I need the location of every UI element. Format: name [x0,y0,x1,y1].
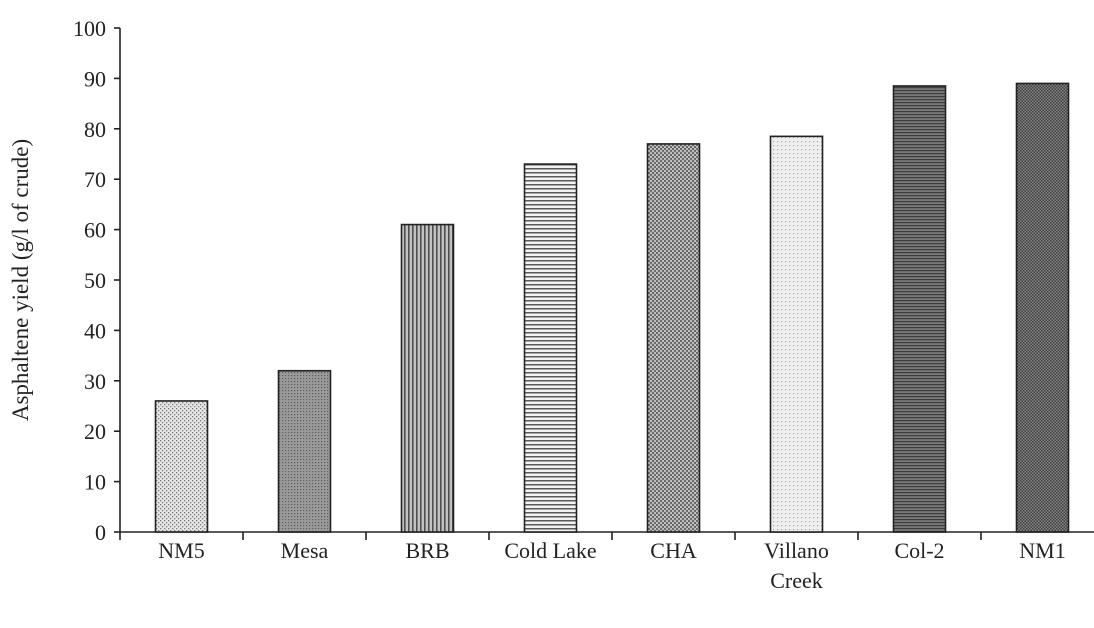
x-category-label: NM1 [1019,538,1065,563]
y-tick-label: 60 [84,218,106,243]
axes [119,28,1094,533]
y-tick-label: 40 [84,318,106,343]
x-category-label-line: Col-2 [894,538,944,563]
y-axis-title: Asphaltene yield (g/l of crude) [8,139,33,421]
x-category-label-line: CHA [650,538,697,563]
bar-col-2 [892,85,947,533]
category-labels: NM5 Mesa BRB Cold Lake CHA Villano Creek Col-2 N… [158,538,1065,593]
x-category-label-line: NM1 [1019,538,1065,563]
y-tick-label: 20 [84,419,106,444]
x-category-label: CHA [650,538,697,563]
y-tick-label: 70 [84,167,106,192]
x-category-label: BRB [405,538,449,563]
y-tick-label: 80 [84,117,106,142]
x-category-label-line: BRB [405,538,449,563]
bar-cold-lake [523,163,578,533]
y-tick-label: 0 [95,520,106,545]
x-category-label: Mesa [281,538,329,563]
y-tick-label: 50 [84,268,106,293]
bars [154,82,1070,533]
x-category-label-line: Mesa [281,538,329,563]
y-tick-label: 100 [73,16,106,41]
bar-brb [400,223,455,533]
x-category-label: Villano Creek [764,538,829,593]
x-category-label: Col-2 [894,538,944,563]
x-ticks [119,532,982,540]
bar-villano-creek [769,135,824,533]
x-category-label-line: NM5 [158,538,204,563]
y-ticks: 0 10 20 30 40 50 60 70 80 90 100 [73,16,120,545]
x-category-label-line: Creek [770,568,823,593]
bar-mesa [277,369,332,533]
x-category-label: NM5 [158,538,204,563]
y-tick-label: 30 [84,369,106,394]
bar-nm5 [154,400,209,533]
bar-cha [646,143,701,533]
x-category-label: Cold Lake [504,538,596,563]
bar-nm1 [1015,82,1070,533]
x-category-label-line: Cold Lake [504,538,596,563]
y-tick-label: 10 [84,470,106,495]
x-category-label-line: Villano [764,538,829,563]
y-tick-label: 90 [84,66,106,91]
